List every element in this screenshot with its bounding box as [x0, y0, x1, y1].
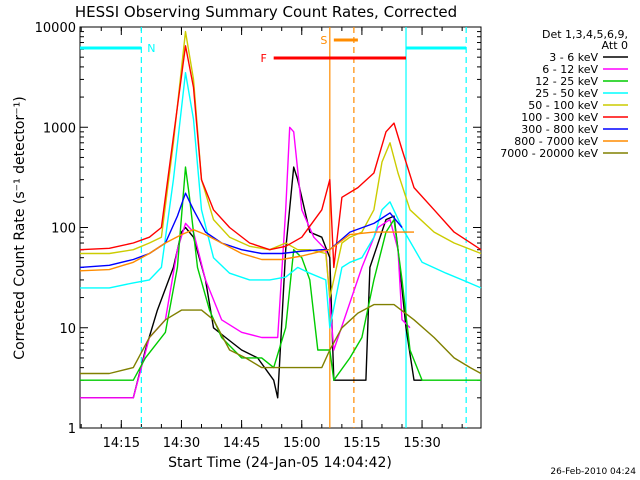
chart-title: HESSI Observing Summary Count Rates, Cor…	[75, 3, 457, 21]
series-line-1	[80, 126, 411, 399]
x-tick-label: 15:00	[283, 436, 320, 451]
legend-header: Att 0	[602, 39, 628, 52]
y-tick-label: 100	[51, 222, 76, 237]
x-axis: 14:15 14:30 14:45 15:00 15:15 15:30	[80, 27, 463, 451]
y-axis-label: Corrected Count Rate (s⁻¹ detector⁻¹)	[12, 96, 28, 359]
y-axis: 1 10 100 1000 10000	[35, 21, 481, 437]
series-line-4	[80, 30, 482, 299]
x-tick-label: 15:30	[403, 436, 440, 451]
series-line-5	[79, 45, 482, 269]
vertical-markers	[140, 27, 467, 428]
footer-timestamp: 26-Feb-2010 04:24	[550, 467, 636, 477]
legend-label: 6 - 12 keV	[542, 63, 598, 76]
legend-label: 7000 - 20000 keV	[500, 147, 598, 160]
legend-label: 300 - 800 keV	[521, 123, 598, 136]
legend-label: 3 - 6 keV	[549, 51, 598, 64]
legend-label: 100 - 300 keV	[521, 111, 598, 124]
series-line-7	[79, 228, 414, 272]
annotation-label-f: F	[261, 52, 267, 65]
series-line-2	[80, 166, 481, 381]
y-tick-label: 10000	[35, 21, 76, 36]
x-tick-label: 14:15	[103, 436, 140, 451]
x-tick-label: 15:15	[343, 436, 380, 451]
series-line-8	[80, 303, 482, 375]
legend-label: 12 - 25 keV	[535, 75, 598, 88]
annotation-label-s: S	[320, 34, 327, 47]
series-line-6	[79, 192, 403, 269]
y-tick-label: 10	[59, 322, 76, 337]
legend-label: 25 - 50 keV	[535, 87, 598, 100]
series-line-3	[80, 71, 482, 329]
y-tick-label: 1	[68, 422, 76, 437]
series-lines	[79, 30, 482, 399]
legend-label: 50 - 100 keV	[528, 99, 598, 112]
x-tick-label: 14:30	[163, 436, 200, 451]
annotation-label-n: N	[147, 42, 155, 55]
series-line-0	[80, 166, 423, 399]
legend-header: Det 1,3,4,5,6,9,	[542, 28, 628, 41]
x-tick-label: 14:45	[223, 436, 260, 451]
legend-label: 800 - 7000 keV	[514, 135, 598, 148]
y-tick-label: 1000	[43, 121, 76, 136]
annotation-bars: N S F	[80, 34, 467, 65]
x-axis-label: Start Time (24-Jan-05 14:04:42)	[168, 455, 392, 471]
